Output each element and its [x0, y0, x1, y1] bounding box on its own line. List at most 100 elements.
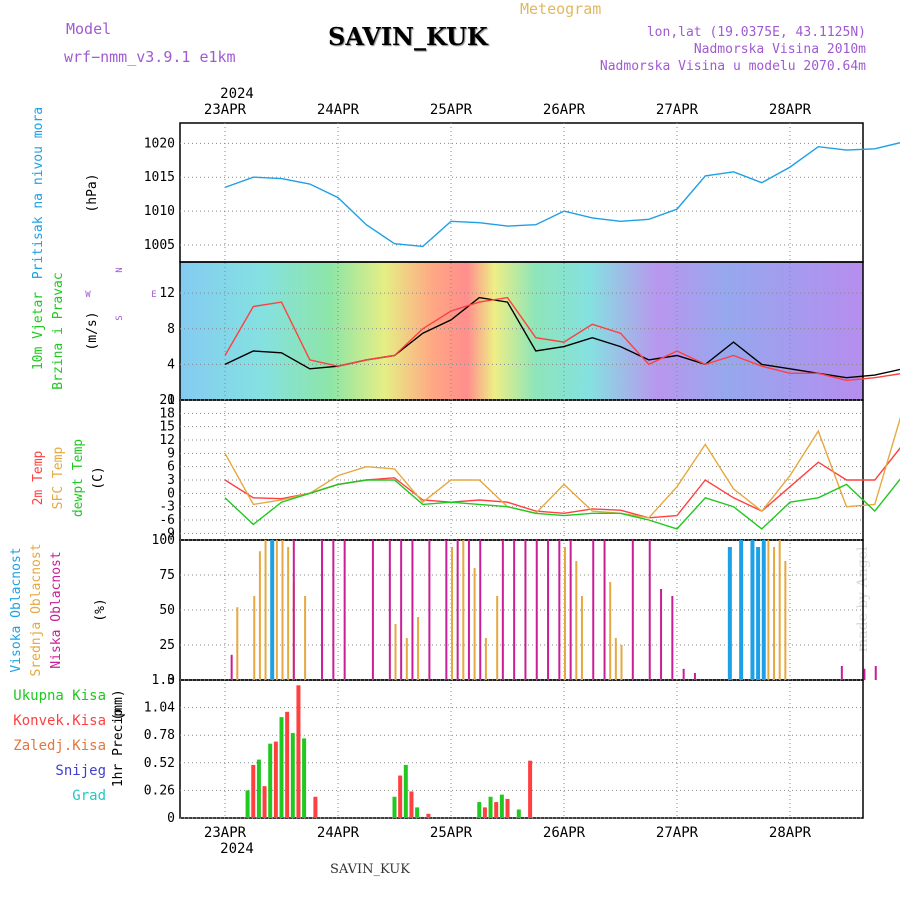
y-tick-label: 1.3 — [152, 673, 175, 688]
cloud-bar — [501, 540, 504, 680]
precip-legend-item: Grad — [72, 788, 106, 804]
cloud-bar — [660, 589, 663, 680]
cloud-bar — [467, 540, 470, 680]
x-year-bottom: 2024 — [220, 841, 254, 857]
cloud-bar — [388, 540, 391, 680]
y-tick-label: 0.52 — [144, 756, 175, 771]
cloud-bar — [456, 540, 459, 680]
x-tick-label-bottom: 27APR — [656, 825, 699, 841]
cloud-bar — [874, 666, 877, 680]
x-tick-label-top: 26APR — [543, 102, 586, 118]
cloud-bar — [253, 596, 256, 680]
model-version: wrf−nmm_v3.9.1 e1km — [64, 48, 236, 66]
cloud-bar — [614, 638, 617, 680]
precip-bar — [290, 733, 295, 818]
x-tick-label-top: 25APR — [430, 102, 473, 118]
panel-frame — [179, 399, 864, 541]
cloud-bar — [258, 551, 261, 680]
y-tick-label: 8 — [167, 322, 175, 337]
precip-bar — [268, 743, 273, 818]
x-tick-label-bottom: 24APR — [317, 825, 360, 841]
cloud-bar — [535, 540, 538, 680]
precip-bar — [256, 759, 261, 818]
cloud-bar — [863, 668, 866, 680]
precip-bar — [494, 802, 499, 818]
cloud-bar — [270, 540, 275, 680]
cloud-bar — [400, 540, 403, 680]
y-tick-label: 12 — [159, 433, 175, 448]
precip-legend-item: Konvek.Kisa — [13, 713, 106, 729]
cloud-bar — [575, 561, 578, 680]
y-tick-label: 0 — [167, 486, 175, 501]
cloud-bar — [603, 540, 606, 680]
precip-bar — [296, 685, 301, 818]
pressure-ylabel: Pritisak na nivou mora — [31, 107, 46, 279]
y-tick-label: 0 — [167, 811, 175, 826]
cloud-bar — [428, 540, 431, 680]
temp-line-0 — [224, 447, 900, 519]
wind-unit: (m/s) — [85, 311, 100, 350]
y-tick-label: 0.78 — [144, 728, 175, 743]
cloud-bar — [236, 607, 239, 680]
chart-subtitle: Meteogram — [520, 0, 602, 18]
precip-bar — [409, 791, 414, 818]
precip-bar — [245, 790, 250, 818]
cloud-bar — [287, 547, 290, 680]
precip-bar — [251, 764, 256, 818]
cloud-bar — [411, 540, 414, 680]
cloud-bar — [682, 668, 685, 680]
precip-bar — [302, 738, 307, 818]
cloud-bar — [648, 540, 651, 680]
cloud-bar — [727, 547, 732, 680]
x-tick-label-bottom: 26APR — [543, 825, 586, 841]
cloud-bar — [739, 540, 744, 680]
wind-ylabel-2: Brzina i Pravac — [51, 272, 66, 389]
cloud-bar — [394, 624, 397, 680]
cloud-bar — [620, 645, 623, 680]
cloud-ylabel-high: Visoka Oblacnost — [9, 547, 24, 672]
y-tick-label: 15 — [159, 420, 175, 435]
cloud-bar — [750, 540, 755, 680]
pressure-line — [224, 142, 900, 248]
cloud-bar — [580, 596, 583, 680]
cloud-bar — [451, 547, 453, 680]
precip-bar — [488, 796, 493, 818]
y-tick-label: 25 — [159, 638, 175, 653]
cloud-bar — [281, 540, 284, 680]
x-tick-label-bottom: 28APR — [769, 825, 812, 841]
precip-legend-item: Zaledj.Kisa — [13, 738, 106, 754]
precip-bar — [528, 760, 533, 818]
cloud-bar — [304, 596, 307, 680]
cloud-bar — [558, 540, 561, 680]
cloud-bar — [547, 540, 550, 680]
y-tick-label: 1015 — [144, 170, 175, 185]
cloud-bar — [778, 540, 781, 680]
cloud-bar — [230, 654, 233, 680]
precip-ylabel: 1hr Precip — [111, 709, 126, 787]
compass-s: S — [115, 315, 125, 320]
precip-bar — [482, 807, 487, 818]
temp-ylabel-2m: 2m Temp — [31, 450, 46, 505]
footer-station: SAVIN_KUK — [330, 862, 410, 877]
cloud-bar — [592, 540, 595, 680]
cloud-bar — [332, 540, 335, 680]
y-tick-label: 50 — [159, 603, 175, 618]
cloud-bar — [569, 540, 572, 680]
precip-bar — [477, 802, 482, 818]
cloud-bar — [405, 638, 408, 680]
y-tick-label: -9 — [159, 526, 175, 541]
y-tick-label: 1.04 — [144, 701, 175, 716]
precip-bar — [426, 813, 431, 818]
cloud-bar — [445, 540, 448, 680]
precip-bar — [415, 807, 420, 818]
station-title: SAVIN_KUK — [328, 22, 488, 51]
y-tick-label: -3 — [159, 500, 175, 515]
cloud-bar — [292, 540, 295, 680]
x-tick-label-top: 23APR — [204, 102, 247, 118]
precip-unit: (mm) — [111, 689, 126, 720]
cloud-ylabel-low: Niska Oblacnost — [49, 551, 64, 668]
cloud-bar — [631, 540, 634, 680]
panel-frame — [179, 679, 864, 819]
precip-bar — [499, 794, 504, 818]
y-tick-label: 0.26 — [144, 783, 175, 798]
